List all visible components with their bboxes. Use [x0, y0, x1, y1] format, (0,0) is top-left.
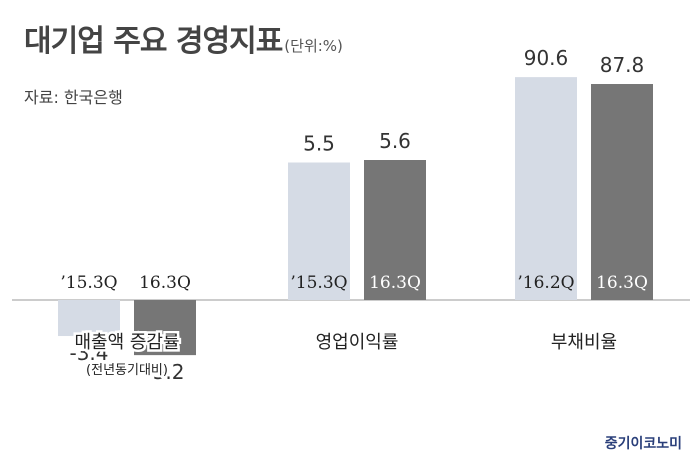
chart-title: 대기업 주요 경영지표: [24, 24, 283, 59]
brand-logo: 중기이코노미: [604, 436, 682, 452]
period-label: 16.3Q: [139, 273, 191, 293]
category-sublabel: (전년동기대비): [86, 363, 168, 378]
bar-2-2: [364, 160, 426, 300]
chart-title-block: 대기업 주요 경영지표 (단위:%): [24, 16, 343, 60]
source-note: 자료: 한국은행: [24, 88, 123, 107]
category-label: 매출액 증감률: [74, 332, 179, 353]
unit-label: (단위:%): [284, 37, 343, 55]
bar-2-1: [288, 162, 350, 300]
value-label: 5.6: [379, 129, 411, 153]
category-label: 부채비율: [551, 332, 617, 353]
period-label: 16.3Q: [369, 273, 421, 293]
bar-3-2: [591, 84, 653, 301]
period-label: 16.3Q: [596, 273, 648, 293]
value-label: 5.5: [303, 132, 335, 156]
bar-3-1: [515, 77, 577, 301]
category-label: 영업이익률: [316, 332, 399, 353]
period-label: ’16.2Q: [517, 273, 574, 293]
value-label: 90.6: [524, 46, 569, 70]
bar-1-1: [58, 300, 120, 337]
period-label: ’15.3Q: [290, 273, 347, 293]
value-label: 87.8: [600, 53, 645, 77]
period-label: ’15.3Q: [60, 273, 117, 293]
bar-1-2: [134, 300, 196, 356]
value-label: -5.2: [145, 360, 184, 384]
value-label: -3.4: [69, 341, 108, 365]
